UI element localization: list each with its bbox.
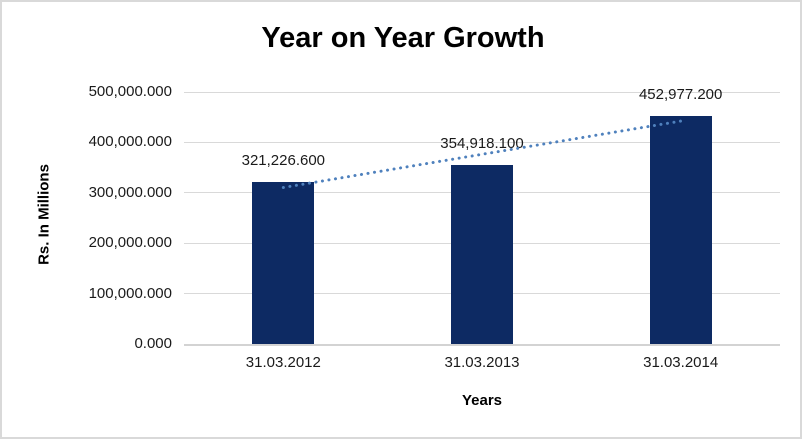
bar-data-label: 321,226.600 [241, 152, 326, 170]
bar-data-label: 354,918.100 [440, 135, 524, 153]
x-axis-title: Years [461, 392, 503, 409]
y-tick-label: 0.000 [134, 335, 172, 352]
chart-title: Year on Year Growth [261, 22, 545, 54]
bar [252, 182, 315, 344]
bar [649, 115, 712, 344]
plot-area: 321,226.600 354,918.100 452,977.200 [184, 86, 780, 344]
x-tick-label: 31.03.2014 [643, 354, 719, 371]
y-tick-label: 500,000.000 [88, 83, 172, 100]
x-tick-label: 31.03.2013 [444, 354, 520, 371]
gridline [184, 91, 780, 93]
bar [451, 165, 513, 344]
y-tick-label: 400,000.000 [88, 133, 172, 151]
trendline [281, 119, 683, 190]
y-tick-label: 200,000.000 [88, 234, 172, 252]
y-tick-label: 100,000.000 [88, 284, 172, 302]
x-tick-label: 31.03.2012 [245, 354, 321, 371]
x-axis-line [184, 344, 780, 346]
gridline [184, 141, 780, 143]
bar-data-label: 452,977.200 [638, 85, 723, 103]
y-tick-label: 300,000.000 [88, 183, 172, 201]
